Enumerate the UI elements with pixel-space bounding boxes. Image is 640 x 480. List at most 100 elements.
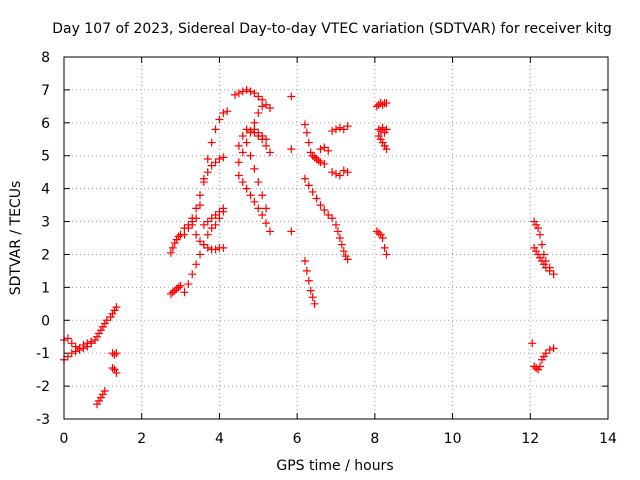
data-point — [262, 204, 271, 213]
data-point — [300, 120, 309, 129]
data-point — [223, 107, 232, 116]
data-point — [63, 334, 72, 343]
data-point — [372, 227, 381, 236]
data-point — [250, 197, 259, 206]
data-point — [75, 344, 84, 353]
data-point — [536, 362, 544, 371]
x-tick-label: 2 — [137, 431, 146, 447]
data-point — [71, 342, 80, 351]
x-tick-label: 8 — [370, 431, 379, 447]
data-point — [532, 247, 541, 256]
data-point — [110, 365, 119, 374]
data-point — [100, 387, 109, 396]
data-point — [254, 108, 263, 117]
data-point — [83, 339, 92, 348]
data-point — [382, 250, 391, 259]
data-point — [188, 220, 197, 229]
data-point — [382, 99, 391, 108]
data-point — [287, 227, 296, 236]
data-point — [234, 158, 243, 167]
data-point — [265, 148, 274, 157]
data-point — [302, 128, 311, 137]
data-point — [335, 123, 344, 132]
data-point — [328, 127, 337, 136]
data-point — [234, 89, 243, 98]
data-point — [335, 171, 344, 180]
data-point — [108, 309, 117, 318]
data-point — [166, 289, 175, 298]
data-point — [246, 87, 255, 96]
data-point — [238, 87, 247, 96]
data-point — [265, 227, 274, 236]
data-point — [541, 263, 550, 272]
y-tick-label: 7 — [41, 83, 50, 99]
data-point — [332, 220, 340, 229]
data-point — [528, 339, 537, 348]
data-point — [67, 339, 76, 348]
data-point — [246, 151, 255, 160]
y-tick-label: 8 — [41, 50, 50, 66]
data-point — [215, 155, 224, 164]
data-point — [262, 100, 271, 109]
data-point — [215, 207, 224, 216]
data-point — [106, 312, 115, 321]
y-tick-label: 5 — [41, 149, 50, 165]
data-point — [339, 125, 348, 134]
data-point — [376, 127, 385, 136]
data-point — [380, 243, 389, 252]
data-point — [372, 102, 381, 111]
data-point — [94, 329, 103, 338]
data-point — [333, 227, 342, 236]
data-point — [310, 153, 319, 162]
data-point — [539, 352, 548, 361]
data-point — [308, 187, 317, 196]
data-point — [343, 122, 352, 131]
data-point — [242, 85, 251, 94]
data-point — [312, 194, 321, 203]
data-point — [98, 390, 107, 399]
data-point — [211, 158, 220, 167]
data-point — [258, 102, 267, 111]
data-point — [304, 138, 313, 147]
data-point — [300, 257, 309, 266]
data-point — [254, 178, 263, 187]
data-point — [246, 128, 255, 137]
data-point — [203, 168, 212, 177]
data-point — [172, 285, 181, 294]
data-point — [180, 224, 189, 233]
data-point — [549, 344, 558, 353]
data-point — [203, 230, 212, 239]
data-point — [230, 90, 239, 99]
data-point — [207, 161, 216, 170]
data-point — [207, 214, 216, 223]
data-point — [242, 125, 251, 134]
data-point — [320, 143, 329, 152]
y-tick-label: -1 — [36, 346, 50, 362]
data-point — [93, 332, 102, 341]
data-point — [192, 230, 201, 239]
data-point — [196, 201, 204, 210]
data-point — [196, 237, 204, 246]
data-point — [219, 108, 228, 117]
data-point — [376, 230, 385, 239]
data-point — [300, 174, 309, 183]
data-point — [180, 288, 189, 297]
data-point — [310, 299, 319, 308]
data-point — [79, 340, 88, 349]
data-point — [211, 210, 220, 219]
y-tick-label: 3 — [41, 215, 50, 231]
data-point — [549, 270, 558, 279]
data-point — [324, 210, 333, 219]
data-point — [262, 135, 271, 144]
data-point — [168, 288, 177, 297]
data-point — [246, 191, 255, 200]
data-point — [102, 316, 111, 325]
data-point — [332, 125, 340, 134]
data-point — [308, 293, 317, 302]
data-point — [530, 243, 539, 252]
data-point — [287, 92, 296, 101]
data-point — [168, 243, 177, 252]
data-point — [207, 224, 216, 233]
data-point — [96, 393, 105, 402]
data-point — [110, 350, 119, 359]
